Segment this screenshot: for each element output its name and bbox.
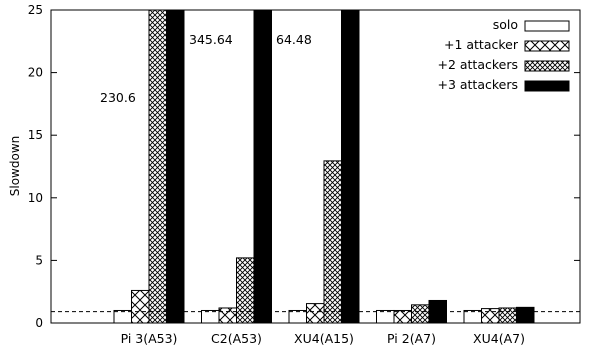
y-axis-label: Slowdown bbox=[8, 136, 22, 197]
bar-2-attackers-pi-2-a7 bbox=[411, 304, 430, 324]
bar-1-attacker-c2-a53 bbox=[218, 307, 237, 324]
legend-label-plus3: +3 attackers bbox=[437, 77, 518, 92]
legend-item-plus3: +3 attackers bbox=[437, 77, 570, 92]
y-tick-label: 0 bbox=[35, 316, 43, 330]
bar-3-attackers-pi-3-a53 bbox=[166, 9, 185, 324]
bar-solo-xu4-a15 bbox=[288, 309, 307, 324]
y-axis-ticks: 0 5 10 15 20 25 bbox=[28, 3, 580, 330]
bar-1-attacker-pi-3-a53 bbox=[131, 289, 150, 324]
bars-group bbox=[113, 9, 535, 324]
annotation-pi3: 230.6 bbox=[100, 90, 136, 105]
x-tick-label: Pi 3(A53) bbox=[121, 331, 178, 346]
legend-label-solo: solo bbox=[493, 17, 518, 32]
y-tick-label: 5 bbox=[35, 253, 43, 267]
bar-2-attackers-xu4-a15 bbox=[323, 160, 342, 324]
x-tick-label: Pi 2(A7) bbox=[387, 331, 436, 346]
bar-2-attackers-xu4-a7 bbox=[498, 307, 517, 324]
legend-item-plus2: +2 attackers bbox=[437, 57, 570, 72]
legend-label-plus2: +2 attackers bbox=[437, 57, 518, 72]
annotation-xu4-a15: 64.48 bbox=[276, 32, 312, 47]
legend-swatch-plus3 bbox=[524, 80, 570, 92]
legend-label-plus1: +1 attacker bbox=[444, 37, 519, 52]
legend-swatch-plus1 bbox=[524, 40, 570, 52]
bar-3-attackers-xu4-a7 bbox=[516, 306, 535, 324]
bar-3-attackers-xu4-a15 bbox=[341, 9, 360, 324]
y-tick-label: 20 bbox=[28, 66, 43, 80]
bar-1-attacker-xu4-a15 bbox=[306, 303, 325, 324]
bar-1-attacker-pi-2-a7 bbox=[393, 309, 412, 324]
bar-solo-xu4-a7 bbox=[463, 309, 482, 324]
legend-swatch-plus2 bbox=[524, 60, 570, 72]
bar-solo-pi-3-a53 bbox=[113, 309, 132, 324]
bar-3-attackers-c2-a53 bbox=[253, 9, 272, 324]
bar-solo-c2-a53 bbox=[201, 309, 220, 324]
x-axis-ticks: Pi 3(A53) C2(A53) XU4(A15) Pi 2(A7) XU4(A7) bbox=[121, 317, 525, 346]
x-tick-label: C2(A53) bbox=[211, 331, 262, 346]
y-tick-label: 10 bbox=[28, 191, 43, 205]
bar-2-attackers-pi-3-a53 bbox=[148, 9, 167, 324]
annotation-c2: 345.64 bbox=[189, 32, 233, 47]
bar-1-attacker-xu4-a7 bbox=[481, 308, 500, 324]
y-tick-label: 25 bbox=[28, 3, 43, 17]
plot-frame bbox=[50, 9, 581, 324]
legend-item-solo: solo bbox=[493, 17, 570, 32]
x-tick-label: XU4(A15) bbox=[294, 331, 354, 346]
x-tick-label: XU4(A7) bbox=[473, 331, 525, 346]
y-tick-label: 15 bbox=[28, 128, 43, 142]
legend-item-plus1: +1 attacker bbox=[444, 37, 570, 52]
legend-swatch-solo bbox=[524, 20, 570, 32]
legend: solo +1 attacker +2 attackers +3 attacke… bbox=[437, 17, 570, 92]
bar-solo-pi-2-a7 bbox=[376, 309, 395, 324]
bar-2-attackers-c2-a53 bbox=[236, 257, 255, 324]
